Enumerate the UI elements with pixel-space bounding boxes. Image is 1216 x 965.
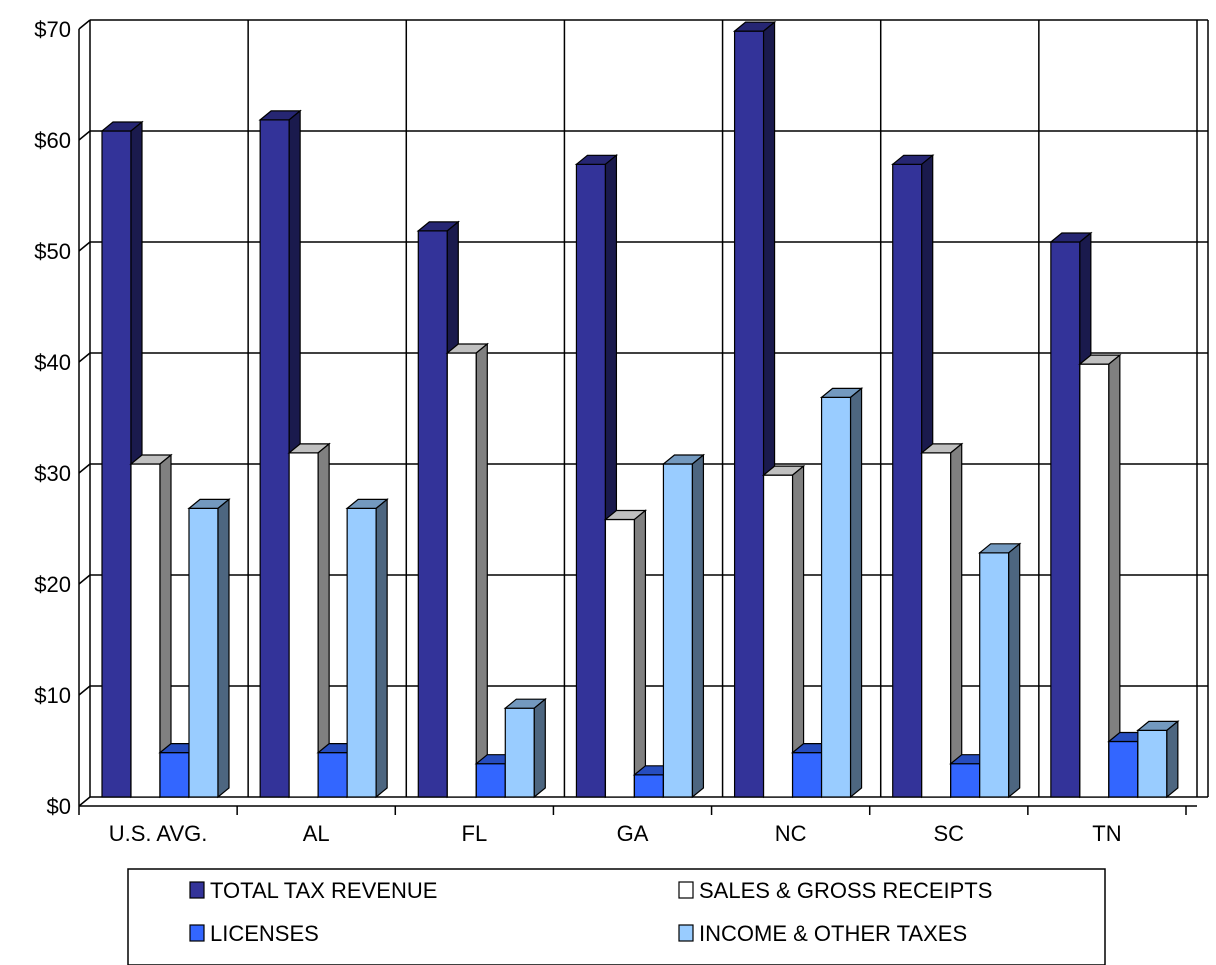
- legend-swatch: [678, 881, 694, 899]
- x-tick-label: SC: [934, 821, 965, 846]
- bar: [187, 498, 231, 799]
- gridline-y-depth: [78, 574, 91, 585]
- bar: [819, 387, 864, 799]
- legend-box: [127, 868, 1106, 965]
- gridline-y-depth: [78, 796, 91, 807]
- gridline-y-depth: [78, 130, 91, 141]
- gridline-y-depth: [78, 19, 91, 30]
- bar: [661, 453, 706, 799]
- bar: [503, 697, 547, 799]
- bar: [920, 442, 964, 799]
- bar: [574, 154, 619, 799]
- y-tick-label: $60: [34, 128, 71, 153]
- bars: [100, 20, 1180, 799]
- axes: [78, 29, 1197, 815]
- legend-swatch: [189, 881, 205, 899]
- bar: [258, 109, 302, 799]
- bar: [978, 542, 1022, 799]
- bar: [1136, 720, 1180, 799]
- gridline-y-depth: [78, 463, 91, 474]
- bar: [287, 442, 331, 799]
- y-tick-label: $10: [34, 683, 71, 708]
- y-tick-label: $20: [34, 572, 71, 597]
- bar: [761, 464, 806, 799]
- tick-labels: $0 $10 $20 $30 $40 $50 $60 $70 U.S. AVG. AL FL GA NC…: [34, 17, 1121, 846]
- y-tick-label: $40: [34, 350, 71, 375]
- legend-label: LICENSES: [210, 921, 319, 946]
- y-tick-label: $30: [34, 461, 71, 486]
- y-tick-label: $70: [34, 17, 71, 42]
- x-tick-label: GA: [617, 821, 649, 846]
- x-tick-label: FL: [462, 821, 488, 846]
- legend-label: INCOME & OTHER TAXES: [699, 921, 967, 946]
- bar: [445, 342, 489, 799]
- gridline-y-depth: [78, 241, 91, 252]
- legend-swatch: [189, 924, 205, 942]
- x-tick-label: AL: [303, 821, 330, 846]
- bar: [603, 509, 648, 799]
- gridline-y-depth: [78, 685, 91, 696]
- x-tick-label: NC: [775, 821, 807, 846]
- legend-label: SALES & GROSS RECEIPTS: [699, 878, 992, 903]
- x-tick-label: U.S. AVG.: [109, 821, 208, 846]
- x-tick-label: TN: [1092, 821, 1121, 846]
- legend-label: TOTAL TAX REVENUE: [210, 878, 437, 903]
- bar: [1078, 353, 1122, 799]
- y-tick-label: $50: [34, 239, 71, 264]
- bar: [345, 498, 389, 799]
- legend: TOTAL TAX REVENUE SALES & GROSS RECEIPTS L…: [127, 868, 1106, 965]
- gridline-y-depth: [78, 352, 91, 363]
- y-tick-label: $0: [47, 794, 71, 819]
- bar: [129, 453, 173, 799]
- legend-swatch: [678, 924, 694, 942]
